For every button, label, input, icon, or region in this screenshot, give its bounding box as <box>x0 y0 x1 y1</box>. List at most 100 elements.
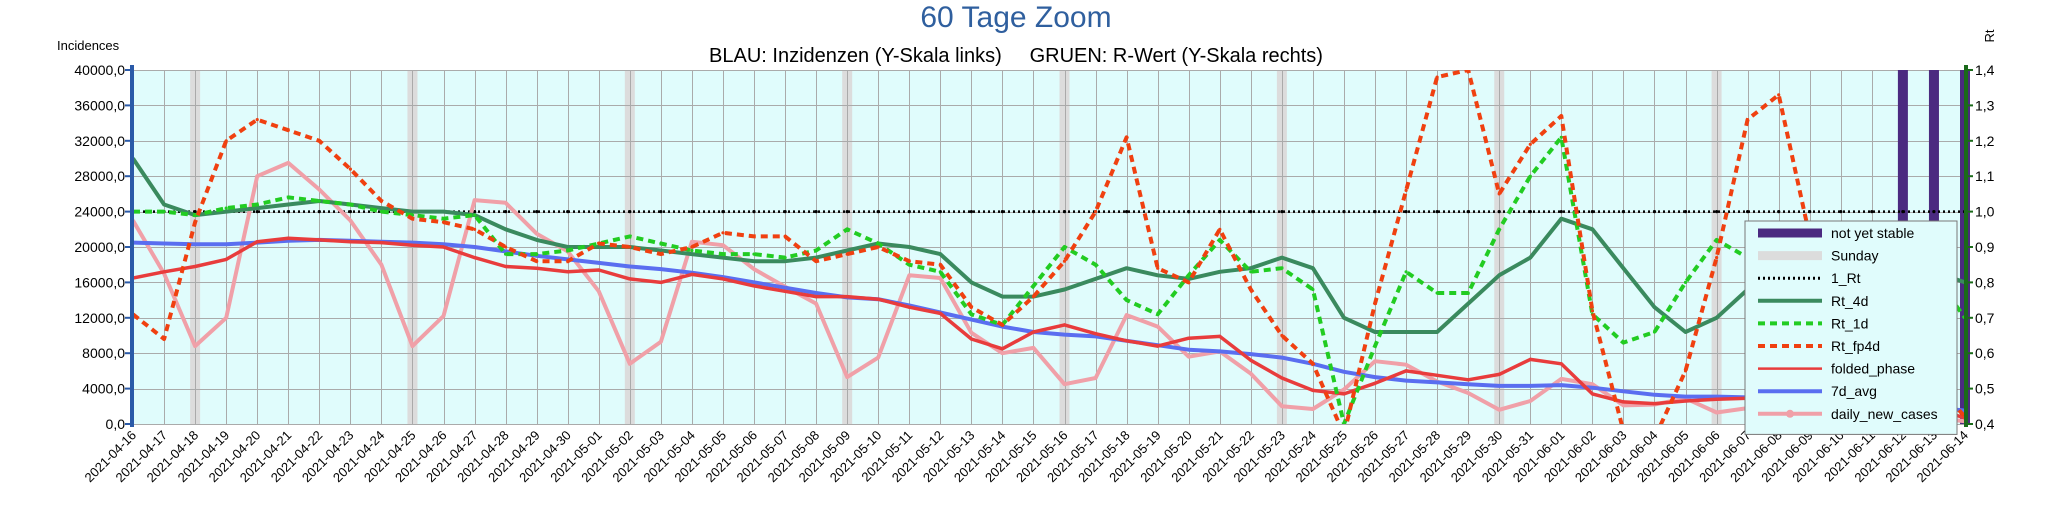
data-point <box>969 331 974 335</box>
data-point <box>1559 114 1563 118</box>
data-point <box>783 210 787 214</box>
data-point <box>1652 305 1657 309</box>
right-axis-label: Rt <box>1982 29 1997 42</box>
data-point <box>1901 210 1905 214</box>
data-point <box>876 245 880 249</box>
data-point <box>659 241 663 246</box>
data-point <box>1156 273 1160 277</box>
data-point <box>224 257 228 261</box>
data-point <box>224 139 228 143</box>
data-point <box>193 264 197 269</box>
series-group <box>133 70 1965 424</box>
data-point <box>255 174 259 178</box>
data-point <box>752 259 756 263</box>
data-point <box>783 286 787 290</box>
data-point <box>1497 273 1501 277</box>
data-point <box>162 337 166 341</box>
left-tick-label: 40000,0 <box>74 62 125 78</box>
data-point <box>1435 373 1439 377</box>
data-point <box>814 302 818 306</box>
data-point <box>379 206 383 210</box>
right-tick-label: 0,7 <box>1975 310 1995 326</box>
data-point <box>1311 287 1315 292</box>
data-point <box>1249 210 1253 214</box>
left-tick-label: 12000,0 <box>74 310 125 326</box>
data-point <box>1342 392 1346 396</box>
data-point <box>721 231 725 235</box>
data-point <box>1528 210 1532 214</box>
data-point <box>1466 70 1470 72</box>
data-point <box>1280 210 1284 214</box>
data-point <box>1000 347 1005 351</box>
data-point <box>1031 210 1036 214</box>
legend-label: 1_Rt <box>1831 270 1861 286</box>
legend-label: 7d_avg <box>1831 383 1877 399</box>
data-point <box>1559 362 1563 366</box>
right-tick-label: 1,2 <box>1975 133 1995 149</box>
data-point <box>1715 256 1719 260</box>
data-point <box>255 240 259 244</box>
data-point <box>969 318 974 322</box>
data-point <box>1839 210 1843 214</box>
data-point <box>1590 392 1594 396</box>
data-point <box>1249 270 1253 274</box>
data-point <box>317 139 321 143</box>
data-point <box>628 234 632 238</box>
data-point <box>504 227 508 231</box>
data-point <box>410 213 415 217</box>
data-point <box>1249 372 1253 376</box>
data-point <box>1280 256 1284 260</box>
left-tick-label: 8000,0 <box>82 345 125 361</box>
data-point <box>659 267 663 271</box>
data-point <box>1497 408 1501 412</box>
data-point <box>224 210 228 214</box>
data-point <box>348 167 352 171</box>
data-point <box>1870 210 1874 214</box>
data-point <box>1342 387 1346 392</box>
data-point <box>1125 313 1129 317</box>
data-point <box>535 266 539 270</box>
data-point <box>255 202 259 207</box>
chart-subtitle: BLAU: Inzidenzen (Y-Skala links) GRUEN: … <box>709 45 1323 67</box>
data-point <box>1559 383 1563 387</box>
data-point <box>1156 312 1160 316</box>
data-point <box>317 187 321 192</box>
data-point <box>410 243 415 247</box>
left-tick-label: 4000,0 <box>82 381 125 397</box>
data-point <box>1062 259 1067 263</box>
series-line-folded-phase <box>133 236 1965 420</box>
data-point <box>1404 379 1408 383</box>
data-point <box>162 210 166 214</box>
data-point <box>721 243 725 247</box>
data-point <box>1559 210 1563 214</box>
data-point <box>1715 395 1719 399</box>
data-point <box>628 210 632 214</box>
data-point <box>1435 75 1439 79</box>
data-point <box>1062 245 1067 249</box>
data-point <box>876 241 880 246</box>
data-point <box>1280 376 1284 380</box>
data-point <box>628 264 632 269</box>
legend-label: Sunday <box>1831 248 1878 264</box>
data-point <box>907 259 911 263</box>
data-point <box>317 210 321 214</box>
data-point <box>1683 210 1688 214</box>
data-point <box>410 344 415 348</box>
data-point <box>1373 375 1377 379</box>
series-line-rt-4d <box>133 157 1965 334</box>
data-point <box>535 238 539 242</box>
data-point <box>1435 330 1439 334</box>
data-point <box>1218 270 1222 274</box>
data-point <box>1156 266 1160 270</box>
data-point <box>876 297 880 301</box>
data-point <box>1652 393 1657 397</box>
left-tick-label: 16000,0 <box>74 274 125 290</box>
data-point <box>1497 227 1501 231</box>
data-point <box>441 314 446 318</box>
data-point <box>752 267 756 271</box>
data-point <box>1218 238 1222 242</box>
data-point <box>1280 266 1284 270</box>
data-point <box>1249 358 1253 362</box>
data-point <box>814 295 818 299</box>
